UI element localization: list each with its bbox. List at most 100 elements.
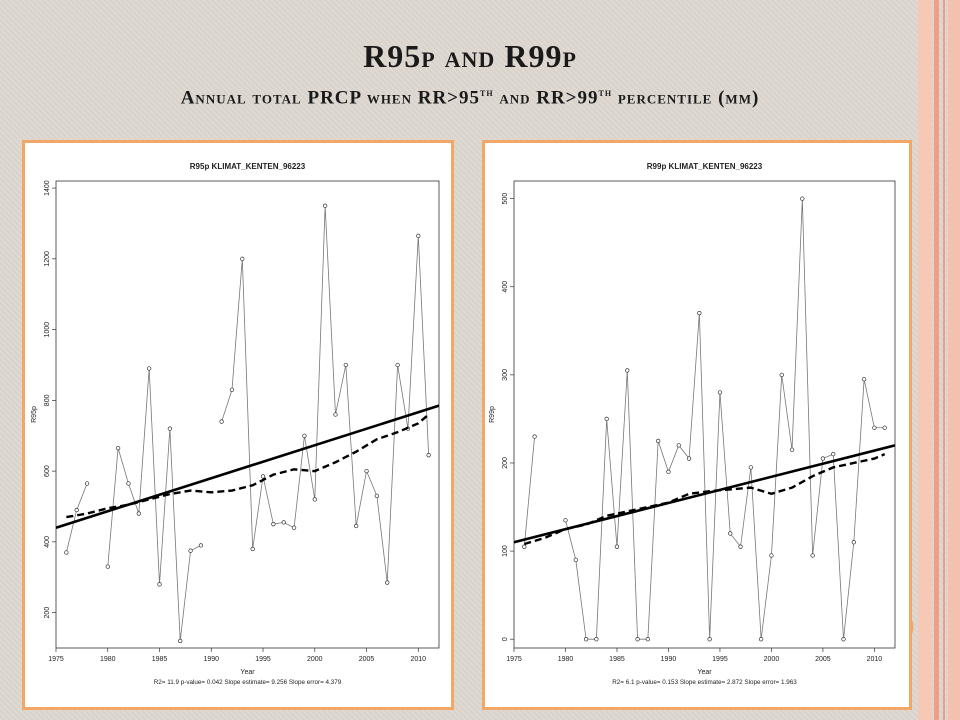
data-point	[728, 531, 733, 536]
y-tick-label: 400	[44, 536, 51, 548]
title-text-p2: p	[562, 38, 577, 74]
data-point	[820, 456, 826, 461]
data-point	[614, 544, 620, 549]
data-point	[395, 362, 400, 368]
data-point	[666, 469, 671, 474]
x-tick-label: 2005	[359, 656, 375, 663]
data-point	[64, 550, 69, 555]
decor-stripe-thin	[943, 0, 945, 720]
data-point	[74, 507, 79, 513]
data-point	[167, 426, 173, 431]
y-tick-label: 300	[502, 369, 509, 381]
observed-series-line	[565, 198, 885, 640]
data-point	[198, 543, 204, 548]
data-point	[271, 522, 276, 527]
y-axis-label: R95p	[31, 406, 38, 423]
data-point	[769, 553, 774, 558]
data-point	[250, 546, 255, 552]
x-tick-label: 2010	[867, 656, 883, 663]
data-point	[831, 452, 836, 457]
data-point	[656, 438, 661, 444]
data-point	[779, 372, 784, 377]
data-point	[219, 419, 224, 424]
stats-footer: R2= 11.9 p-value= 0.042 Slope estimate= …	[154, 679, 342, 686]
data-point	[583, 637, 589, 642]
observed-series-line	[107, 368, 202, 641]
x-tick-label: 1995	[712, 656, 728, 663]
data-point	[635, 637, 640, 642]
smoothed-line	[523, 453, 886, 546]
subtitle-sup-1: th	[480, 85, 494, 99]
x-tick-label: 1980	[100, 656, 116, 663]
data-point	[333, 412, 338, 417]
data-point	[645, 637, 651, 642]
data-point	[343, 362, 348, 368]
data-point	[522, 544, 527, 549]
data-point	[697, 311, 702, 316]
data-point	[738, 544, 743, 549]
data-point	[147, 366, 152, 371]
observed-series-line	[523, 436, 535, 547]
data-point	[748, 465, 753, 470]
data-point	[281, 520, 286, 525]
x-tick-label: 1985	[609, 656, 625, 663]
data-point	[573, 557, 578, 563]
slide-title: R95p and R99p Annual total PRCP when RR>…	[20, 36, 920, 110]
subtitle-text-3: percentile (mm)	[612, 87, 760, 109]
x-tick-label: 1990	[661, 656, 677, 663]
data-point	[126, 481, 131, 486]
chart-r95p: R95p KLIMAT_KENTEN_96223 1975 1980 1985 1990…	[31, 162, 440, 686]
data-point	[789, 447, 795, 452]
data-point	[563, 518, 568, 523]
chart-panel-r99p: R99p KLIMAT_KENTEN_96223 1975 1980 1985 1990…	[482, 140, 912, 710]
data-point	[188, 548, 193, 553]
x-tick-label: 1995	[255, 656, 271, 663]
subtitle-sup-2: th	[598, 85, 613, 99]
data-point	[84, 481, 90, 486]
data-point	[707, 637, 712, 642]
title-text-r95: R95	[363, 38, 422, 74]
data-point	[532, 434, 537, 439]
plot-frame	[513, 180, 896, 649]
title-text-p1: p	[421, 38, 436, 74]
data-point	[260, 474, 266, 479]
chart-title: R99p KLIMAT_KENTEN_96223	[647, 162, 763, 171]
chart-r99p: R99p KLIMAT_KENTEN_96223 1975 1980 1985 1990…	[489, 162, 896, 686]
y-tick-label: 1200	[44, 251, 51, 267]
y-tick-label: 400	[502, 281, 509, 293]
title-line: R95p and R99p	[20, 36, 920, 76]
x-tick-label: 2000	[307, 656, 323, 663]
data-point	[625, 368, 630, 373]
data-point	[851, 540, 856, 545]
x-tick-label: 1975	[506, 656, 522, 663]
data-point	[385, 580, 390, 585]
data-point	[717, 390, 723, 395]
data-point	[810, 553, 815, 558]
data-point	[758, 637, 764, 642]
data-point	[105, 564, 110, 569]
y-tick-label: 500	[502, 193, 509, 205]
observed-series-line	[221, 205, 430, 583]
data-point	[136, 511, 141, 516]
data-point	[872, 425, 877, 430]
subtitle-text-1: Annual total PRCP when RR>95	[180, 87, 481, 109]
subtitle-line: Annual total PRCP when RR>95th and RR>99…	[20, 80, 920, 110]
chart-title: R95p KLIMAT_KENTEN_96223	[190, 162, 306, 171]
trend-line	[56, 404, 439, 529]
subtitle-text-2: and RR>99	[493, 87, 599, 109]
data-point	[115, 445, 121, 451]
y-tick-label: 800	[44, 394, 51, 406]
x-axis-label: Year	[240, 669, 255, 676]
x-tick-label: 1980	[558, 656, 574, 663]
data-point	[841, 637, 846, 642]
decor-stripe-edge	[948, 0, 960, 720]
data-point	[426, 453, 431, 458]
y-tick-label: 600	[44, 465, 51, 477]
data-point	[882, 425, 887, 430]
title-text-and: and	[435, 38, 505, 74]
data-point	[229, 387, 235, 392]
data-point	[157, 582, 162, 587]
data-point	[686, 456, 692, 461]
data-point	[291, 525, 297, 530]
smoothed-line	[66, 413, 430, 519]
